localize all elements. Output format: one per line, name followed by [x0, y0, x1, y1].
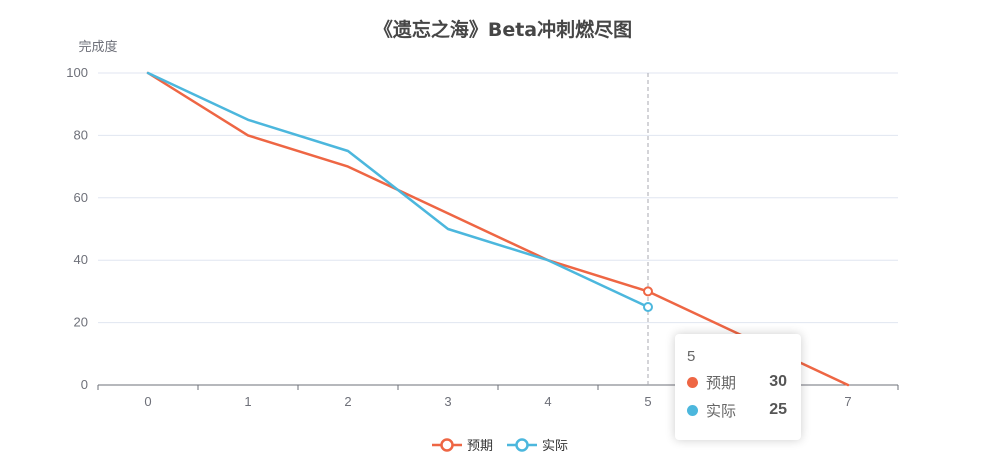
y-tick-label-100: 100	[66, 65, 88, 80]
series-0-point-5	[643, 286, 653, 297]
series-1-point-5	[643, 302, 653, 312]
grid-lines: 0 20 40 60 80 100	[66, 65, 898, 392]
x-tick-label-2: 2	[344, 394, 351, 409]
x-tick-label-0: 0	[144, 394, 151, 409]
chart-title: 《遗忘之海》Beta冲刺燃尽图	[374, 18, 632, 41]
tooltip-dot-expected	[687, 376, 698, 388]
legend-label-1: 实际	[542, 439, 568, 454]
x-tick-label-5: 5	[644, 394, 651, 409]
tooltip-name-expected: 预期	[706, 373, 737, 392]
legend-item-0[interactable]: 预期	[432, 438, 493, 454]
legend[interactable]: 预期 实际	[432, 438, 568, 454]
tooltip-dot-actual	[687, 404, 698, 416]
tooltip-row-actual: 实际 25	[687, 397, 789, 423]
tooltip-title: 5	[687, 348, 696, 365]
legend-item-1[interactable]: 实际	[507, 438, 568, 454]
tooltip-row-expected: 预期 30	[687, 369, 789, 395]
y-tick-label-80: 80	[74, 127, 88, 142]
y-tick-label-20: 20	[74, 315, 88, 330]
legend-marker-0	[440, 438, 454, 452]
series-line-1	[146, 71, 650, 309]
legend-marker-1	[515, 438, 529, 452]
x-tick-label-7: 7	[844, 394, 851, 409]
tooltip: 5 预期 30 实际 25	[675, 334, 801, 440]
tooltip-value-actual: 25	[769, 401, 787, 418]
series-lines	[146, 71, 850, 387]
series-line-0	[146, 71, 850, 387]
legend-label-0: 预期	[467, 439, 493, 454]
tooltip-name-actual: 实际	[706, 401, 737, 420]
x-tick-label-1: 1	[244, 394, 251, 409]
tooltip-value-expected: 30	[769, 373, 787, 390]
y-tick-label-40: 40	[74, 252, 88, 267]
x-tick-label-3: 3	[444, 394, 451, 409]
x-tick-label-4: 4	[544, 394, 551, 409]
y-tick-label-0: 0	[81, 377, 88, 392]
y-tick-label-60: 60	[74, 190, 88, 205]
y-axis-name: 完成度	[78, 39, 117, 55]
